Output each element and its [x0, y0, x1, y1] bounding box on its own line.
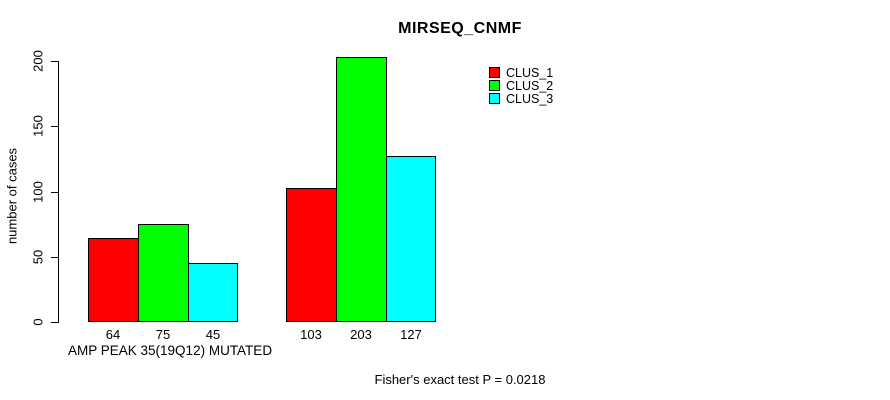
- bar-value-label: 103: [300, 327, 322, 342]
- bar-value-label: 45: [205, 327, 221, 342]
- y-tick-label: 200: [30, 50, 46, 72]
- y-tick-label: 50: [30, 249, 46, 264]
- bar-value-label: 127: [400, 327, 422, 342]
- chart-title: MIRSEQ_CNMF: [398, 20, 522, 37]
- x-axis-group-label: AMP PEAK 35(19Q12) MUTATED: [68, 343, 273, 358]
- legend-item-clus_1: CLUS_1: [489, 65, 554, 80]
- bar-value-label: 64: [105, 327, 121, 342]
- y-tick-label: 100: [30, 180, 46, 203]
- bar-clus_3-group1: [188, 263, 238, 322]
- bar-clus_2-group1: [138, 224, 189, 322]
- bar-clus_1-group2: [286, 188, 337, 322]
- bar-value-label: 203: [350, 327, 372, 342]
- y-tick-mark: [51, 191, 58, 193]
- legend-swatch-clus_2: [489, 80, 500, 91]
- y-tick-mark: [51, 256, 58, 258]
- legend-swatch-clus_1: [489, 67, 500, 78]
- legend-item-clus_3: CLUS_3: [489, 91, 554, 106]
- bar-clus_2-group2: [336, 57, 387, 322]
- legend-label: CLUS_3: [506, 91, 554, 106]
- legend-swatch-clus_3: [489, 93, 500, 104]
- legend-item-clus_2: CLUS_2: [489, 78, 554, 93]
- y-axis-label: number of cases: [4, 147, 20, 245]
- y-axis-line: [58, 61, 59, 323]
- y-tick-mark: [51, 322, 58, 323]
- bar-clus_3-group2: [386, 156, 436, 322]
- legend-label: CLUS_2: [506, 78, 554, 93]
- y-tick-mark: [51, 61, 58, 62]
- y-tick-label: 150: [30, 115, 46, 138]
- legend: CLUS_1 CLUS_2 CLUS_3: [489, 65, 554, 106]
- bar-value-label: 75: [155, 327, 171, 342]
- legend-label: CLUS_1: [506, 65, 554, 80]
- y-tick-label: 0: [30, 318, 46, 326]
- y-tick-mark: [51, 126, 58, 128]
- bar-clus_1-group1: [88, 238, 139, 322]
- footnote-text: Fisher's exact test P = 0.0218: [374, 372, 546, 387]
